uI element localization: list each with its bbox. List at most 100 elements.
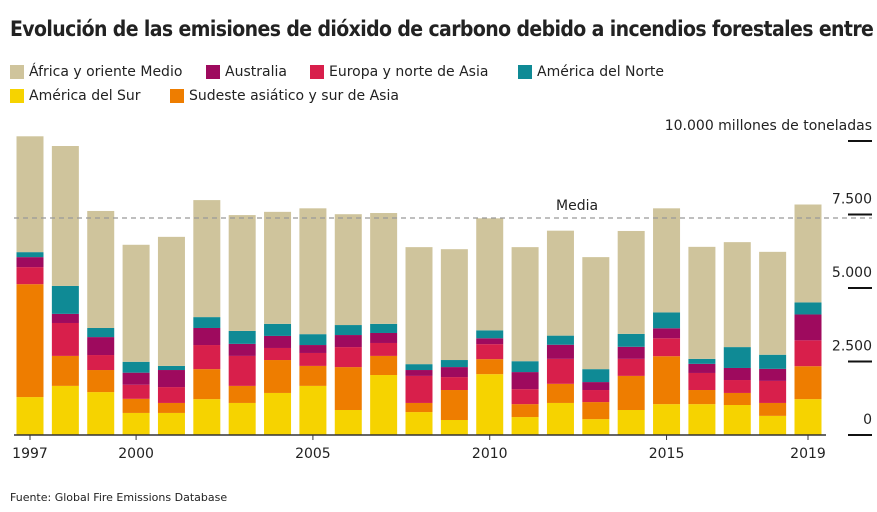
bar-segment [546,383,574,403]
legend-label: Sudeste asiático y sur de Asia [189,88,399,104]
bar-segment [723,242,751,348]
bar-segment [228,402,256,435]
bar-segment [334,335,362,348]
bar-segment [299,385,327,435]
bar-segment [653,328,681,339]
bar-segment [617,346,645,359]
bar-segment [405,247,433,365]
bar-segment [16,284,44,398]
bar-segment [157,387,185,403]
bar-segment [122,398,150,413]
bar-segment [476,359,504,375]
bar-segment [228,343,256,356]
bar-segment [476,330,504,339]
bar-segment [264,211,292,324]
bar-segment [511,361,539,373]
bar-segment [546,344,574,359]
bar-segment [299,208,327,335]
bar-segment [193,317,221,328]
legend-swatch [10,65,24,79]
bar-segment [157,236,185,366]
bar-segment [476,338,504,345]
bar-segment [582,382,610,391]
bar-segment [157,365,185,371]
chart-title: Evolución de las emisiones de dióxido de… [10,17,877,41]
bar-segment [440,367,468,378]
bar-segment [370,342,398,356]
bar-segment [193,200,221,318]
x-tick-label: 2000 [118,446,154,462]
bar-segment [193,327,221,346]
bar-segment [157,402,185,413]
bar-segment [476,344,504,360]
bar-segment [440,360,468,368]
bar-segment [511,389,539,405]
bar-segment [582,257,610,370]
y-tick-label: 2.500 [832,339,872,355]
bar-segment [688,246,716,359]
bar-segment [582,402,610,420]
bar-segment [759,368,787,381]
bar-segment [16,136,44,253]
bar-segment [617,230,645,334]
bar-segment [370,323,398,333]
bar-segment [546,335,574,345]
y-tick-label: 5.000 [832,265,872,281]
bar-segment [334,410,362,435]
bar-segment [157,412,185,435]
bar-segment [334,347,362,368]
x-tick-label: 2015 [649,446,685,462]
bar-segment [440,377,468,391]
bar-segment [16,252,44,258]
bar-segment [51,385,79,435]
bar-segment [16,267,44,285]
bar-segment [228,355,256,386]
y-tick-label: 0 [863,412,872,428]
bar-segment [405,412,433,435]
legend-label: Australia [225,64,287,80]
bar-segment [87,210,115,328]
bar-segment [723,380,751,393]
bar-segment [546,358,574,384]
bar-segment [264,347,292,361]
bar-segment [87,392,115,435]
bar-segment [193,369,221,400]
x-tick-label: 1997 [12,446,48,462]
bar-segment [299,352,327,366]
mean-label: Media [556,198,598,214]
bar-segment [794,204,822,303]
bar-segment [617,410,645,435]
bar-segment [511,417,539,435]
legend-label: África y oriente Medio [29,63,182,80]
bar-segment [653,208,681,313]
bar-segment [582,369,610,383]
bar-segment [51,285,79,314]
bar-segment [688,363,716,373]
bar-segment [511,247,539,362]
bar-segment [334,367,362,411]
x-tick-label: 2005 [295,446,331,462]
bar-segment [299,334,327,346]
bar-segment [723,347,751,368]
bar-segment [759,380,787,403]
bar-segment [723,367,751,381]
x-tick-label: 2010 [472,446,508,462]
bar-segment [51,313,79,323]
bar-segment [653,338,681,357]
bar-segment [440,390,468,421]
bar-segment [157,370,185,388]
bar-segment [16,397,44,435]
bar-segment [688,372,716,391]
bar-segment [334,214,362,326]
bar-segment [440,420,468,435]
bar-segment [617,333,645,347]
bar-segment [122,412,150,435]
bar-segment [87,327,115,338]
bar-segment [122,361,150,373]
legend-label: Europa y norte de Asia [329,64,488,80]
bar-segment [122,372,150,385]
bar-segment [653,356,681,405]
bar-segment [122,384,150,399]
legend-label: América del Sur [29,88,141,104]
bar-segment [653,404,681,435]
